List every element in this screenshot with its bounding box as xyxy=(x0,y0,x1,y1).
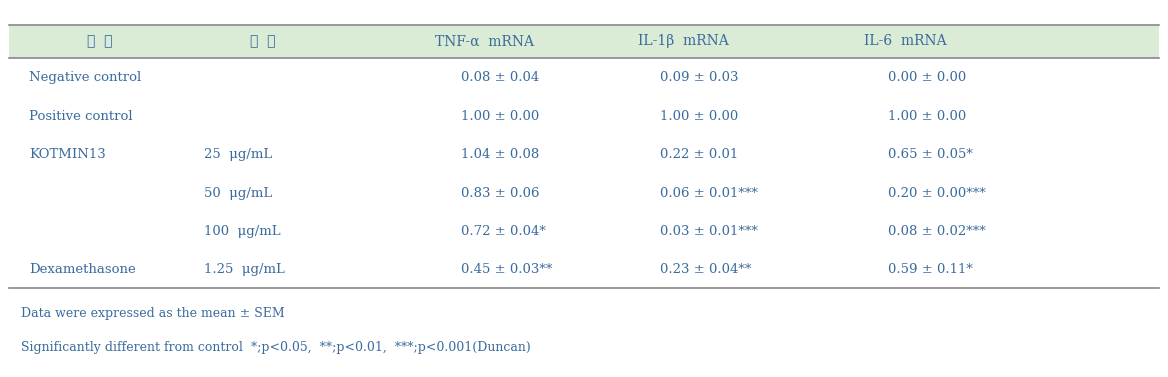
Text: Data were expressed as the mean ± SEM: Data were expressed as the mean ± SEM xyxy=(21,307,285,320)
Text: 0.83 ± 0.06: 0.83 ± 0.06 xyxy=(461,187,540,199)
Text: IL-6  mRNA: IL-6 mRNA xyxy=(864,34,946,49)
Text: 그  룹: 그 룹 xyxy=(86,34,112,49)
Text: 100  μg/mL: 100 μg/mL xyxy=(204,225,281,238)
Text: 1.00 ± 0.00: 1.00 ± 0.00 xyxy=(660,110,738,123)
Text: 0.00 ± 0.00: 0.00 ± 0.00 xyxy=(888,71,966,84)
Text: Significantly different from control  *;p<0.05,  **;p<0.01,  ***;p<0.001(Duncan): Significantly different from control *;p… xyxy=(21,341,530,354)
Text: TNF-α  mRNA: TNF-α mRNA xyxy=(436,34,534,49)
Text: 0.22 ± 0.01: 0.22 ± 0.01 xyxy=(660,148,738,161)
Text: 0.45 ± 0.03**: 0.45 ± 0.03** xyxy=(461,264,552,276)
Text: 0.08 ± 0.02***: 0.08 ± 0.02*** xyxy=(888,225,986,238)
Text: 0.59 ± 0.11*: 0.59 ± 0.11* xyxy=(888,264,973,276)
Text: 1.04 ± 0.08: 1.04 ± 0.08 xyxy=(461,148,540,161)
Text: 0.23 ± 0.04**: 0.23 ± 0.04** xyxy=(660,264,751,276)
Text: Negative control: Negative control xyxy=(29,71,141,84)
Text: 0.20 ± 0.00***: 0.20 ± 0.00*** xyxy=(888,187,986,199)
Text: 0.72 ± 0.04*: 0.72 ± 0.04* xyxy=(461,225,547,238)
Text: 0.65 ± 0.05*: 0.65 ± 0.05* xyxy=(888,148,973,161)
Text: 0.08 ± 0.04: 0.08 ± 0.04 xyxy=(461,71,540,84)
Text: 1.00 ± 0.00: 1.00 ± 0.00 xyxy=(461,110,540,123)
Text: KOTMIN13: KOTMIN13 xyxy=(29,148,106,161)
Text: 1.00 ± 0.00: 1.00 ± 0.00 xyxy=(888,110,966,123)
Text: Dexamethasone: Dexamethasone xyxy=(29,264,135,276)
Bar xyxy=(9,25,1159,58)
Text: 농  도: 농 도 xyxy=(250,34,276,49)
Text: 25  μg/mL: 25 μg/mL xyxy=(204,148,272,161)
Text: Positive control: Positive control xyxy=(29,110,133,123)
Text: 0.09 ± 0.03: 0.09 ± 0.03 xyxy=(660,71,738,84)
Text: 50  μg/mL: 50 μg/mL xyxy=(204,187,272,199)
Text: 0.06 ± 0.01***: 0.06 ± 0.01*** xyxy=(660,187,758,199)
Text: IL-1β  mRNA: IL-1β mRNA xyxy=(638,34,729,49)
Text: 0.03 ± 0.01***: 0.03 ± 0.01*** xyxy=(660,225,758,238)
Text: 1.25  μg/mL: 1.25 μg/mL xyxy=(204,264,285,276)
